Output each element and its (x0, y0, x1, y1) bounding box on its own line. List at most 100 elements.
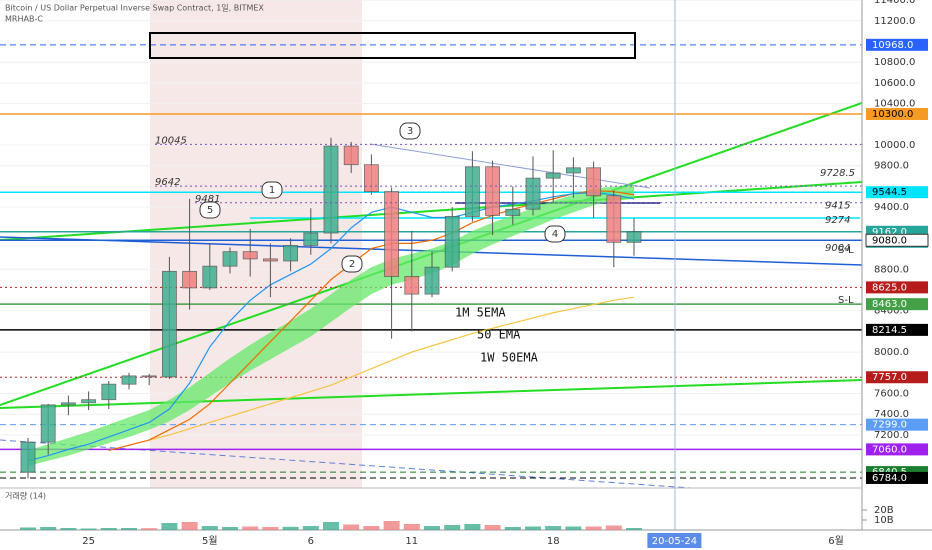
volume-bar (20, 527, 36, 530)
candle-body (525, 177, 541, 210)
price-badge (866, 443, 928, 456)
price-note: 9004 (825, 243, 850, 254)
volume-bar (161, 523, 178, 530)
price-badge (866, 281, 928, 294)
volume-bar (222, 527, 238, 530)
volume-bar (121, 528, 137, 530)
volume-bar (181, 522, 198, 530)
price-badge (865, 233, 929, 247)
candle-body (61, 402, 76, 406)
price-badge (866, 371, 928, 384)
price-badge-label: 6784.0 (872, 473, 907, 484)
price-badge (866, 471, 928, 484)
x-tick-label: 11 (405, 536, 418, 547)
callout-box (199, 201, 221, 219)
volume-bar (80, 528, 97, 530)
candle-body (363, 164, 379, 193)
box (149, 32, 636, 59)
sl-label: S-L (838, 245, 854, 256)
date-highlight (647, 533, 702, 548)
y-tick-label: 10800.0 (874, 57, 915, 68)
volume-tick-label: 10B (874, 515, 894, 526)
price-note: 10045 (155, 135, 187, 146)
candle-body (384, 191, 400, 277)
x-tick-label: 20-05-24 (652, 536, 697, 547)
volume-bar (403, 524, 420, 530)
highlight-zone (150, 0, 362, 488)
price-badge-label: 7757.0 (872, 372, 907, 383)
plot (0, 44, 862, 488)
callout-label: 3 (407, 126, 413, 137)
volume-bar (626, 528, 642, 530)
subtitle: MRHAB-C (5, 15, 43, 24)
candle-body (464, 166, 480, 217)
candle-body (222, 251, 238, 267)
price-badge (866, 323, 928, 336)
candle-body (20, 441, 36, 473)
candle-body (566, 167, 581, 174)
price-badge (866, 107, 928, 120)
volume-bar (242, 526, 259, 530)
volume-bar (363, 526, 380, 530)
price-badge (866, 38, 928, 51)
callout-label: 5 (207, 205, 213, 216)
volume-bar (60, 528, 77, 530)
grid (0, 0, 862, 436)
candle-body (202, 265, 218, 289)
y-tick-label: 8000.0 (874, 347, 909, 358)
candle-body (343, 145, 359, 166)
candle-body (404, 276, 420, 295)
candle-body (545, 172, 561, 179)
price-badge-label: 8463.0 (872, 299, 907, 310)
line-label: 50 EMA (477, 328, 521, 342)
callout-label: 4 (552, 229, 558, 240)
price-badge-label: 9544.5 (872, 187, 907, 198)
trendline (369, 143, 651, 189)
volume-bar (444, 525, 461, 530)
y-tick-label: 7600.0 (874, 388, 909, 399)
candle-body (182, 270, 198, 289)
volume-bar (282, 526, 299, 530)
x-tick-label: 6월 (828, 535, 844, 547)
volume-bar (323, 522, 339, 530)
line-label: 1M 5EMA (455, 306, 506, 320)
price-badge-label: 9080.0 (872, 235, 907, 246)
volume-bar (100, 528, 117, 530)
candle-body (444, 216, 460, 268)
volume-tick-label: 20B (874, 505, 894, 516)
volume-title: 거래량 (14) (5, 491, 46, 501)
line-label: 1W 50EMA (480, 351, 539, 365)
x-tick-label: 25 (82, 536, 95, 547)
y-tick-label: 8400.0 (874, 306, 909, 317)
volume-bar (262, 527, 279, 530)
price-note: 9415 (825, 201, 850, 212)
candle-body (323, 145, 339, 234)
volume-bar (302, 526, 319, 530)
candle-body (242, 251, 258, 260)
volume-bar (343, 524, 360, 530)
y-tick-label: 7200.0 (874, 430, 909, 441)
sl-label: S-L (838, 295, 854, 306)
trendline (0, 439, 699, 488)
candle-body (485, 166, 501, 216)
candle-body (303, 232, 319, 246)
price-badge-label: 8625.0 (872, 282, 907, 293)
volume-bar (40, 527, 57, 530)
candle-body (505, 208, 521, 216)
volume-bar (545, 526, 562, 530)
price-badge (866, 298, 928, 311)
price-badge-label: 7299.0 (872, 420, 907, 431)
candle-body (586, 167, 601, 197)
price-note: 9274 (825, 215, 850, 226)
callout-box (399, 122, 421, 140)
price-badge-label: 10300.0 (872, 109, 913, 120)
y-tick-label: 10600.0 (874, 78, 915, 89)
candle-body (626, 231, 642, 243)
volume-bar (464, 524, 481, 530)
price-badge-label: 9162.0 (872, 227, 907, 238)
candle-body (161, 270, 177, 378)
volume-bar (565, 526, 582, 530)
volume-bar (605, 525, 622, 530)
ema-mid (108, 189, 635, 452)
callout-label: 2 (349, 259, 355, 270)
